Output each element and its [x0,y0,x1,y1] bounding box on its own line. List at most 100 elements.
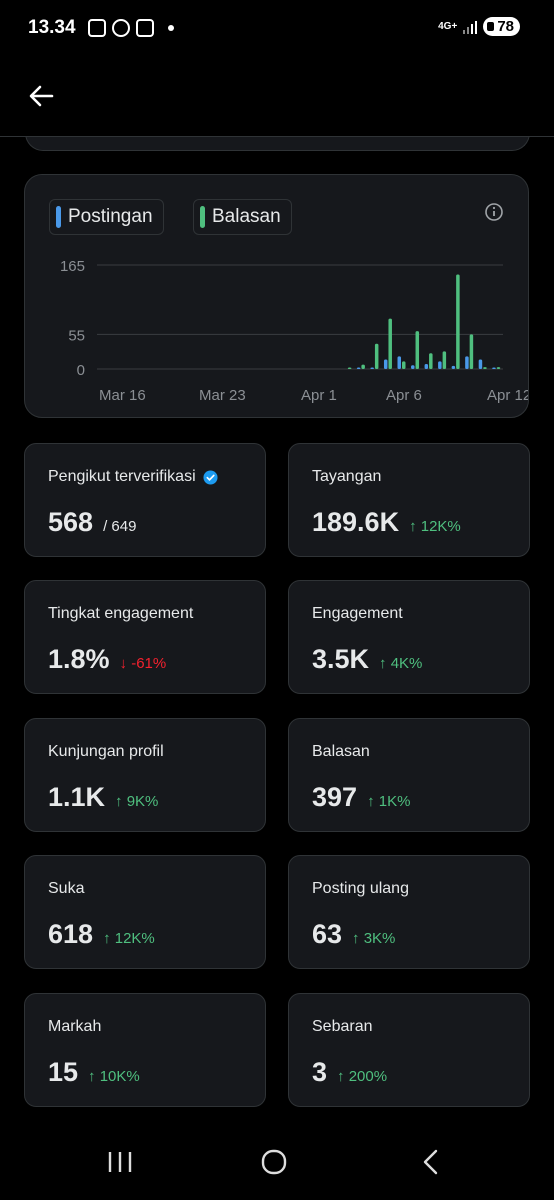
metric-value-row: 3 ↑ 200% [312,1057,387,1088]
metric-card-replies[interactable]: Balasan 397 ↑ 1K% [288,718,530,832]
home-icon[interactable] [244,1144,304,1180]
metric-label: Kunjungan profil [48,743,164,760]
y-tick-label: 165 [60,258,85,275]
metric-card-shares[interactable]: Sebaran 3 ↑ 200% [288,993,530,1107]
metric-value-row: 15 ↑ 10K% [48,1057,140,1088]
info-icon[interactable] [484,202,504,222]
app-notification-icon [112,19,130,37]
metric-label: Balasan [312,743,370,760]
bar-balasan [456,274,460,369]
metric-card-engagement-rate[interactable]: Tingkat engagement 1.8% ↓ -61% [24,580,266,694]
metric-value-row: 1.8% ↓ -61% [48,644,166,675]
metric-change: ↑ 10K% [88,1068,140,1085]
metric-card-impressions[interactable]: Tayangan 189.6K ↑ 12K% [288,443,530,557]
metric-label: Engagement [312,605,403,622]
bar-balasan [442,351,447,369]
metric-card-engagement[interactable]: Engagement 3.5K ↑ 4K% [288,580,530,694]
bar-balasan [415,331,420,369]
metric-change: ↑ 12K% [103,930,155,947]
metric-label-row: Pengikut terverifikasi [48,468,218,486]
legend-swatch-balasan [200,206,205,228]
bar-postingan [465,356,469,369]
x-tick-label: Apr 1 [301,387,337,404]
bar-balasan [402,361,406,369]
bar-balasan [347,367,352,369]
bar-postingan [411,365,415,369]
bar-balasan [388,318,392,369]
bar-postingan [397,356,401,369]
metric-label: Markah [48,1018,102,1035]
network-type: 4G+ [438,21,458,32]
metric-value: 189.6K [312,507,400,537]
activity-chart-card: Postingan Balasan 0 55 165 Mar 16 Mar 23 Apr … [24,174,529,418]
shop-icon [136,19,154,37]
bar-postingan [424,363,429,369]
metric-value-row: 3.5K ↑ 4K% [312,644,422,675]
metric-change: ↑ 3K% [352,930,396,947]
top-bar [0,60,554,137]
status-bar: 13.34 4G+ 78 [0,0,554,60]
legend-label-balasan: Balasan [212,206,281,227]
notification-icons [88,19,174,37]
metric-value-row: 397 ↑ 1K% [312,782,410,813]
metric-label: Pengikut terverifikasi [48,468,196,485]
metric-label: Posting ulang [312,880,409,897]
arrow-left-icon[interactable] [24,78,60,114]
metric-card-profile-visits[interactable]: Kunjungan profil 1.1K ↑ 9K% [24,718,266,832]
metric-value: 1.8% [48,644,110,674]
back-chevron-icon[interactable] [400,1144,460,1180]
system-nav-bar [0,1120,554,1200]
status-right: 4G+ 78 [438,17,520,36]
x-tick-label: Apr 12 [487,387,528,404]
metric-value-row: 568 / 649 [48,507,136,538]
bar-balasan [469,334,474,369]
metric-value-row: 618 ↑ 12K% [48,919,155,950]
bar-postingan [451,365,456,369]
metric-value: 568 [48,507,94,537]
status-time: 13.34 [28,17,76,38]
metric-label: Suka [48,880,85,897]
metric-change: ↑ 1K% [367,793,411,810]
metric-change: ↑ 12K% [409,518,461,535]
metric-value-row: 1.1K ↑ 9K% [48,782,158,813]
bar-postingan [370,367,374,369]
metric-value: 618 [48,919,94,949]
metric-change: ↑ 9K% [115,793,159,810]
recents-icon[interactable] [90,1144,150,1180]
metric-value: 63 [312,919,343,949]
metric-card-reposts[interactable]: Posting ulang 63 ↑ 3K% [288,855,530,969]
metric-label: Tayangan [312,468,382,485]
x-tick-label: Mar 16 [99,387,146,404]
x-tick-label: Mar 23 [199,387,246,404]
metric-value: 15 [48,1057,79,1087]
y-tick-label: 0 [77,362,85,379]
bar-balasan [374,343,379,369]
y-tick-label: 55 [68,327,85,344]
metric-value-row: 189.6K ↑ 12K% [312,507,461,538]
metric-label: Sebaran [312,1018,373,1035]
metric-value: 1.1K [48,782,106,812]
bar-postingan [383,359,388,369]
legend-balasan[interactable]: Balasan [193,199,292,235]
bar-postingan [438,361,442,369]
battery-indicator: 78 [483,17,520,36]
bar-postingan [356,367,361,369]
metric-card-bookmarks[interactable]: Markah 15 ↑ 10K% [24,993,266,1107]
bar-postingan [478,359,483,369]
bar-balasan [361,364,365,369]
bar-balasan [496,367,501,369]
legend-postingan[interactable]: Postingan [49,199,164,235]
metric-value-row: 63 ↑ 3K% [312,919,395,950]
more-notifications-dot-icon [168,25,174,31]
metric-card-likes[interactable]: Suka 618 ↑ 12K% [24,855,266,969]
bar-balasan [429,353,433,369]
metric-total: / 649 [103,518,137,535]
bar-postingan [492,367,496,369]
metric-card-verified-followers[interactable]: Pengikut terverifikasi 568 / 649 [24,443,266,557]
metric-value: 397 [312,782,358,812]
bar-balasan [483,367,487,369]
legend-swatch-postingan [56,206,61,228]
metric-label: Tingkat engagement [48,605,194,622]
metric-change: ↓ -61% [119,655,167,672]
discord-icon [88,19,106,37]
